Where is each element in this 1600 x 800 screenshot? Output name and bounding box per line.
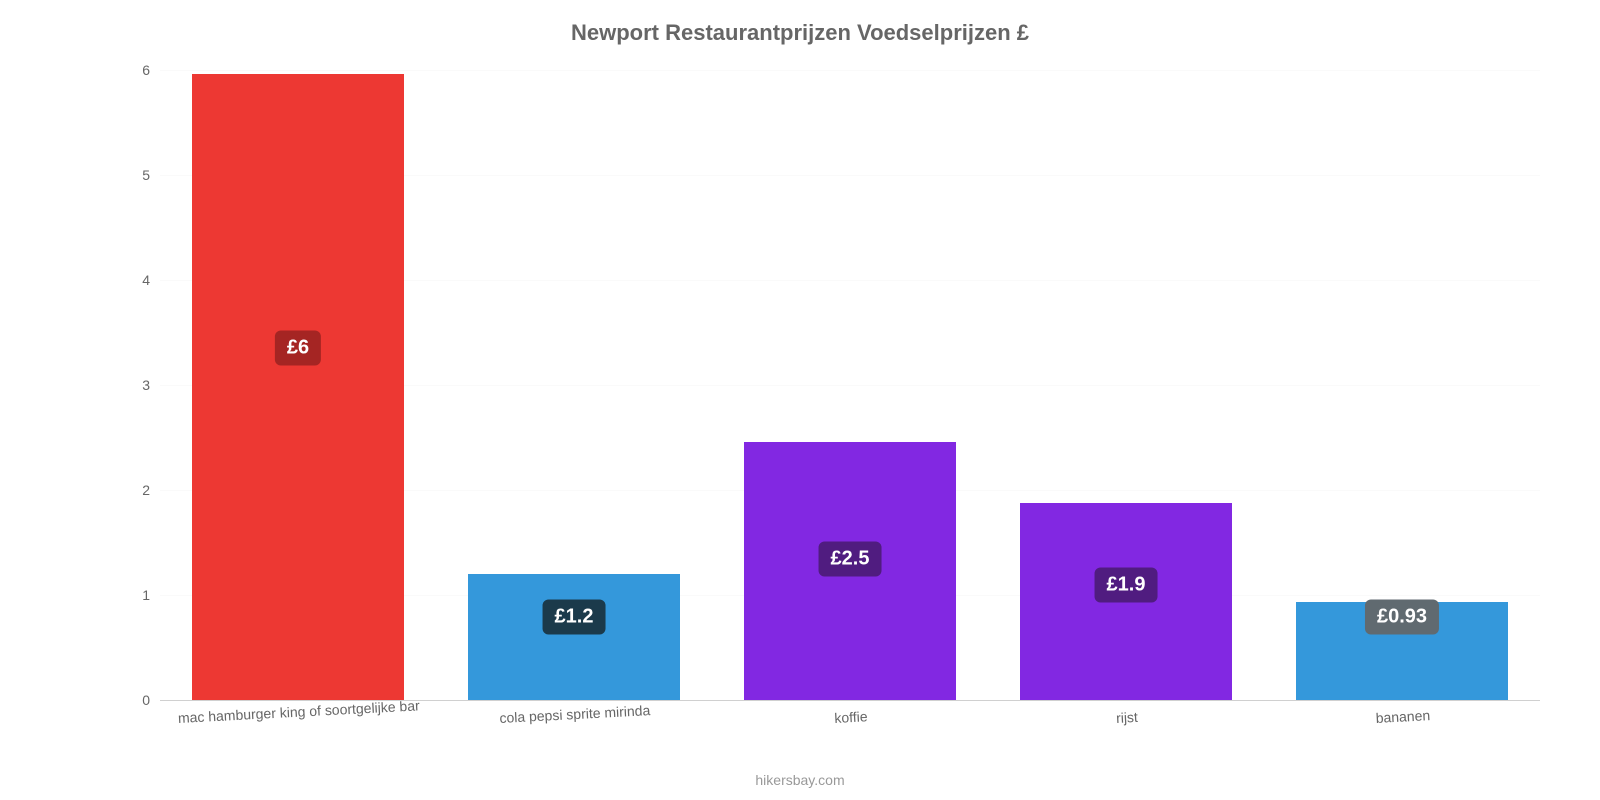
value-badge: £6 <box>275 331 321 366</box>
y-tick-label: 4 <box>142 272 160 288</box>
bar <box>192 74 405 700</box>
chart-title: Newport Restaurantprijzen Voedselprijzen… <box>0 20 1600 46</box>
gridline <box>160 70 1540 71</box>
value-badge: £0.93 <box>1365 599 1439 634</box>
value-badge: £1.2 <box>543 599 606 634</box>
y-tick-label: 0 <box>142 692 160 708</box>
y-tick-label: 1 <box>142 587 160 603</box>
x-tick-label: rijst <box>1115 699 1138 726</box>
attribution-text: hikersbay.com <box>0 772 1600 788</box>
y-tick-label: 3 <box>142 377 160 393</box>
x-tick-label: koffie <box>833 698 868 726</box>
bar <box>468 574 681 700</box>
value-badge: £1.9 <box>1095 567 1158 602</box>
y-tick-label: 2 <box>142 482 160 498</box>
y-tick-label: 6 <box>142 62 160 78</box>
price-bar-chart: Newport Restaurantprijzen Voedselprijzen… <box>0 0 1600 800</box>
value-badge: £2.5 <box>819 542 882 577</box>
x-tick-label: bananen <box>1375 697 1431 726</box>
y-tick-label: 5 <box>142 167 160 183</box>
plot-area: 0123456£6mac hamburger king of soortgeli… <box>160 60 1540 700</box>
